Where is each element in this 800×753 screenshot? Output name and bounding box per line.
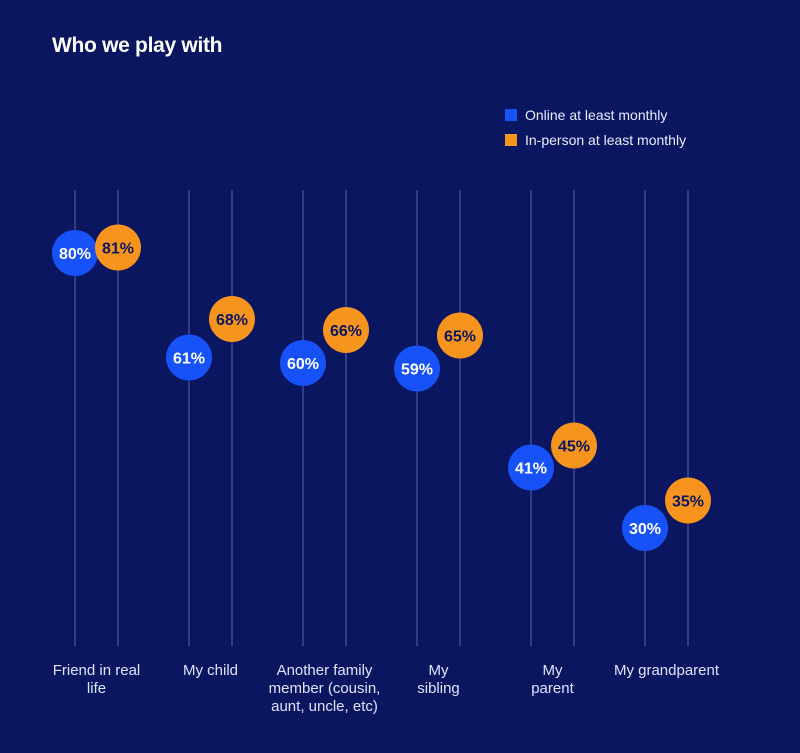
category-label: My parent: [531, 662, 574, 697]
data-point: 41%: [508, 444, 554, 491]
legend-label-in-person: In-person at least monthly: [525, 132, 687, 148]
category-label: Friend in real life: [52, 662, 141, 697]
point-marker: [508, 444, 554, 491]
legend-swatch-in-person: [505, 134, 517, 146]
data-label: 30%: [629, 521, 661, 538]
point-marker: [437, 312, 483, 359]
data-point: 68%: [209, 296, 255, 342]
point-marker: [323, 307, 369, 353]
legend-label-online: Online at least monthly: [525, 107, 668, 123]
data-point: 35%: [665, 477, 711, 524]
data-point: 59%: [394, 345, 440, 392]
point-marker: [52, 230, 98, 276]
data-label: 59%: [401, 362, 433, 379]
data-label: 68%: [216, 312, 248, 329]
legend-swatch-online: [505, 109, 517, 121]
data-label: 35%: [672, 494, 704, 511]
data-point: 60%: [280, 340, 326, 386]
data-point: 45%: [551, 422, 597, 469]
category-label: My grandparent: [613, 662, 720, 679]
category-label: Another family member (cousin, aunt, unc…: [268, 662, 381, 715]
category-label: My child: [182, 662, 238, 679]
point-marker: [166, 334, 212, 381]
data-point: 65%: [437, 312, 483, 359]
point-marker: [394, 345, 440, 392]
point-marker: [551, 422, 597, 469]
category-label: My sibling: [417, 662, 460, 697]
point-marker: [665, 477, 711, 524]
chart-title: Who we play with: [52, 34, 223, 57]
data-label: 45%: [558, 439, 590, 456]
point-marker: [622, 505, 668, 551]
data-label: 66%: [330, 323, 362, 340]
legend-item-online: Online at least monthly: [505, 107, 667, 123]
data-point: 80%: [52, 230, 98, 276]
data-point: 30%: [622, 505, 668, 551]
data-point: 66%: [323, 307, 369, 353]
data-label: 80%: [59, 246, 91, 263]
point-marker: [209, 296, 255, 342]
data-point: 81%: [95, 224, 141, 271]
data-label: 65%: [444, 329, 476, 346]
point-marker: [95, 224, 141, 271]
data-label: 81%: [102, 241, 134, 258]
data-label: 60%: [287, 356, 319, 373]
data-label: 61%: [173, 351, 205, 368]
data-label: 41%: [515, 461, 547, 478]
point-marker: [280, 340, 326, 386]
legend-item-in-person: In-person at least monthly: [505, 132, 686, 148]
data-point: 61%: [166, 334, 212, 381]
